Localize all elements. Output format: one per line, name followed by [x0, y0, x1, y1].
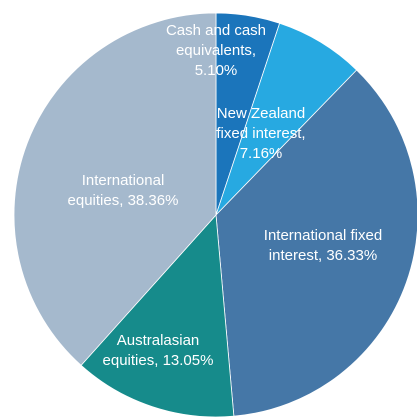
data-label-line: equities, 38.36% — [68, 192, 179, 209]
data-label-line: fixed interest, — [216, 125, 305, 142]
data-label-line: International fixed — [264, 227, 382, 244]
data-label-line: Australasian — [117, 332, 200, 349]
data-label: International equities, 38.36% — [68, 172, 179, 209]
data-label: International fixed interest, 36.33% — [264, 227, 382, 264]
data-label-line: New Zealand — [217, 105, 305, 122]
data-label-line: Cash and cash — [166, 22, 266, 39]
data-label-line: 5.10% — [195, 62, 238, 79]
data-label: Cash and cash equivalents, 5.10% — [166, 22, 266, 79]
data-label-line: equities, 13.05% — [103, 352, 214, 369]
data-label: Australasian equities, 13.05% — [103, 332, 214, 369]
data-label-line: International — [82, 172, 165, 189]
data-label-line: interest, 36.33% — [269, 247, 377, 264]
data-label-line: 7.16% — [240, 145, 283, 162]
pie-slice — [13, 12, 217, 366]
data-label-line: equivalents, — [176, 42, 256, 59]
data-label: New Zealand fixed interest, 7.16% — [216, 105, 305, 162]
pie-slice — [215, 69, 417, 417]
